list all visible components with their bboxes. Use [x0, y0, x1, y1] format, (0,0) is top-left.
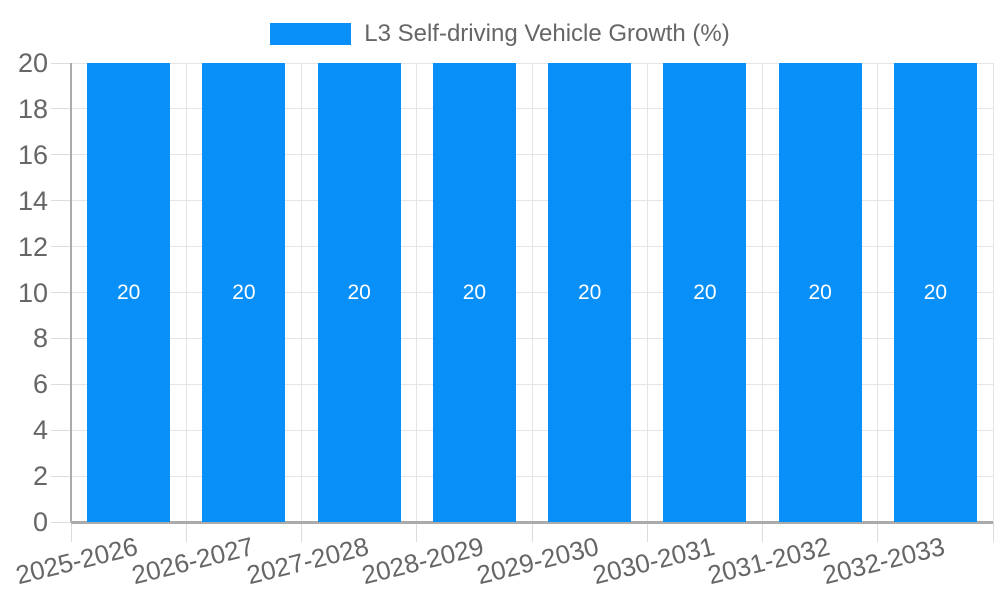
legend-swatch	[270, 23, 352, 45]
y-tick-label: 4	[32, 415, 48, 446]
bar[interactable]: 20	[317, 63, 401, 522]
x-tick-label: 2029-2030	[473, 531, 602, 591]
x-tick-label: 2028-2029	[358, 531, 487, 591]
x-tick-label: 2032-2033	[819, 531, 948, 591]
y-tick-label: 8	[32, 323, 48, 354]
bar-value-label: 20	[577, 280, 602, 304]
x-tick-mark	[185, 522, 187, 542]
y-tick-mark	[51, 521, 71, 523]
y-tick-label: 6	[32, 369, 48, 400]
bar[interactable]: 20	[87, 63, 171, 522]
y-tick-label: 20	[17, 48, 48, 78]
y-tick-mark	[51, 475, 71, 477]
bar-value-label: 20	[116, 280, 141, 304]
x-gridline	[185, 63, 187, 522]
x-tick-mark	[70, 522, 72, 542]
bar[interactable]: 20	[893, 63, 977, 522]
x-gridline	[416, 63, 418, 522]
bar-value-label: 20	[693, 280, 717, 304]
x-gridline	[762, 63, 763, 522]
bar[interactable]: 20	[548, 63, 632, 522]
y-tick-mark	[51, 62, 71, 64]
y-tick-label: 12	[17, 231, 48, 262]
bar[interactable]: 20	[663, 63, 747, 522]
y-tick-label: 0	[32, 507, 48, 537]
x-tick-label: 2031-2032	[704, 531, 833, 591]
bar[interactable]: 20	[202, 63, 286, 522]
bar-value-label: 20	[232, 280, 256, 304]
y-tick-label: 18	[17, 93, 48, 124]
x-gridline	[301, 63, 302, 522]
bar-value-label: 20	[347, 280, 371, 304]
x-tick-mark	[646, 522, 648, 542]
y-tick-mark	[51, 200, 71, 202]
bar-value-label: 20	[462, 280, 487, 304]
y-tick-mark	[51, 108, 71, 110]
y-tick-label: 14	[17, 185, 48, 216]
y-tick-mark	[51, 337, 71, 339]
y-tick-label: 16	[17, 139, 48, 170]
x-gridline	[992, 63, 994, 522]
x-axis-line	[71, 521, 993, 524]
y-tick-label: 2	[32, 461, 48, 492]
bar[interactable]: 20	[432, 63, 516, 522]
x-gridline	[531, 63, 533, 522]
chart-legend: L3 Self-driving Vehicle Growth (%)	[0, 20, 1000, 48]
y-axis-line	[70, 63, 72, 522]
x-gridline	[877, 63, 879, 522]
y-tick-mark	[51, 246, 71, 248]
legend-label: L3 Self-driving Vehicle Growth (%)	[364, 20, 730, 47]
x-tick-label: 2026-2027	[128, 531, 257, 591]
y-tick-label: 10	[17, 277, 48, 308]
x-tick-label: 2027-2028	[243, 531, 372, 591]
x-tick-mark	[301, 522, 302, 542]
bar[interactable]: 20	[778, 63, 862, 522]
x-tick-mark	[992, 522, 994, 542]
x-gridline	[646, 63, 648, 522]
y-tick-mark	[51, 383, 71, 385]
x-tick-mark	[762, 522, 763, 542]
legend-item[interactable]: L3 Self-driving Vehicle Growth (%)	[270, 20, 730, 48]
x-tick-mark	[877, 522, 879, 542]
x-tick-label: 2030-2031	[589, 531, 718, 591]
x-tick-mark	[416, 522, 418, 542]
y-tick-mark	[51, 292, 71, 293]
bar-value-label: 20	[923, 280, 948, 304]
x-tick-mark	[531, 522, 533, 542]
x-tick-label: 2025-2026	[12, 531, 141, 591]
bar-value-label: 20	[808, 280, 832, 304]
y-tick-mark	[51, 429, 71, 431]
y-tick-mark	[51, 154, 71, 156]
